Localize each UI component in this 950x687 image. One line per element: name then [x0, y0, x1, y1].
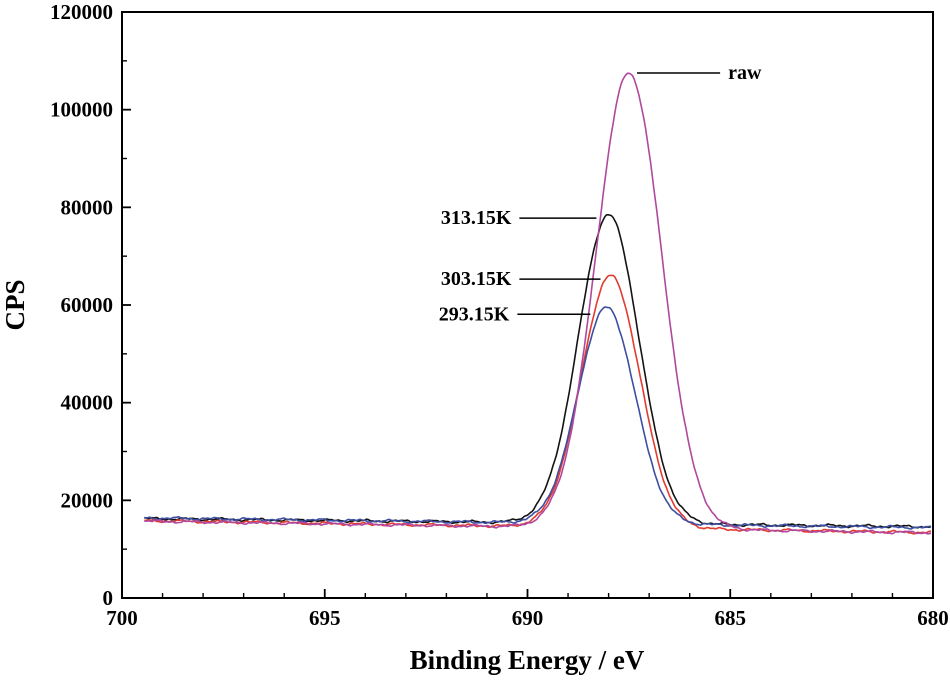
annotation-label-313.15K: 313.15K	[441, 207, 512, 229]
y-tick-label: 100000	[50, 98, 113, 122]
x-tick-label: 695	[309, 606, 341, 630]
y-tick-label: 0	[103, 586, 114, 610]
x-tick-label: 680	[917, 606, 949, 630]
annotation-label-raw: raw	[728, 62, 762, 84]
annotation-label-303.15K: 303.15K	[441, 268, 512, 290]
series-curves	[144, 72, 932, 535]
plot-frame	[121, 11, 934, 599]
y-tick-label: 40000	[61, 391, 114, 415]
series-line-313.15K	[144, 214, 932, 529]
y-tick-label: 20000	[61, 488, 114, 512]
x-axis-title: Binding Energy / eV	[410, 645, 645, 675]
x-tick-label: 685	[715, 606, 747, 630]
y-tick-label: 120000	[50, 0, 113, 24]
y-tick-label: 60000	[61, 293, 114, 317]
y-tick-label: 80000	[61, 195, 114, 219]
series-line-raw	[144, 72, 932, 535]
y-axis-title: CPS	[0, 279, 30, 330]
annotation-label-293.15K: 293.15K	[439, 303, 510, 325]
annotations: raw 313.15K 303.15K 293.15K	[439, 62, 762, 325]
x-tick-label: 700	[106, 606, 138, 630]
x-tick-label: 690	[512, 606, 544, 630]
series-line-293.15K	[144, 306, 932, 530]
axes-and-ticks: 700 695 690 685 680 0 20000 40000 60000 80000 1000…	[50, 0, 949, 630]
